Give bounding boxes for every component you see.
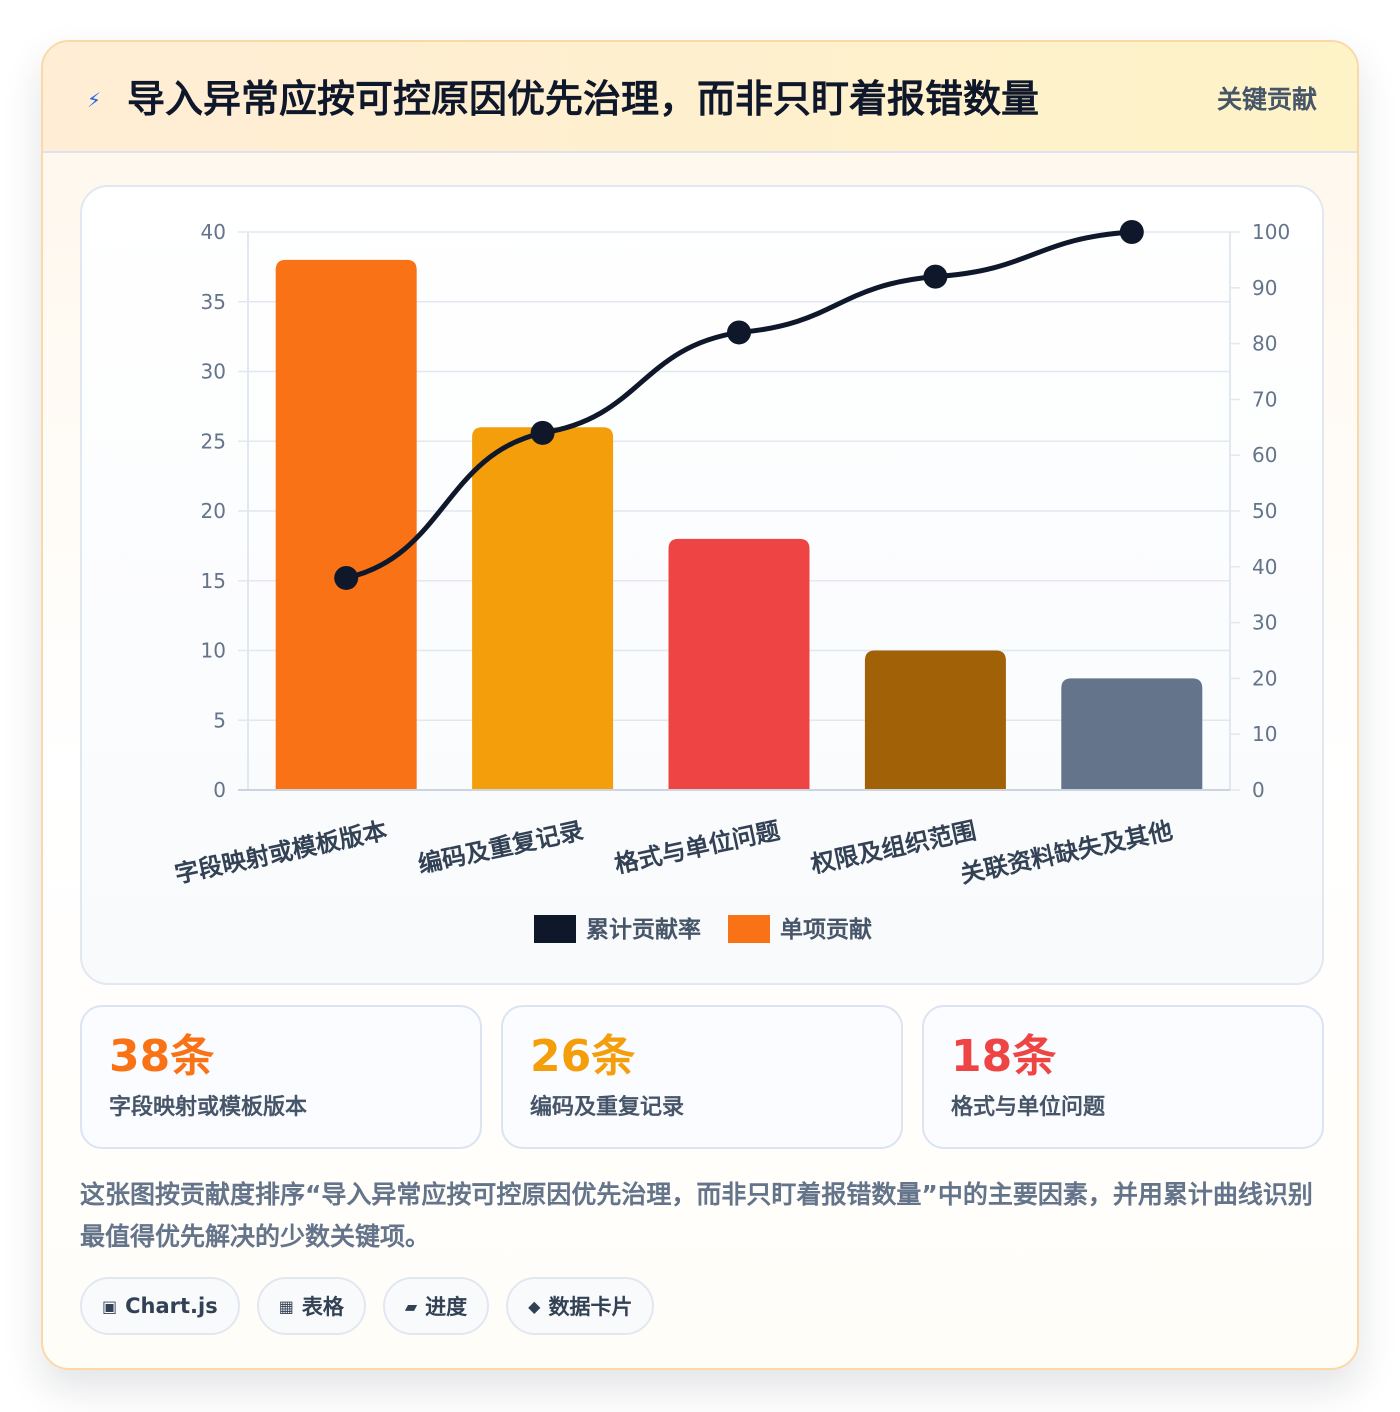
y-left-tick-label: 0 xyxy=(213,778,226,802)
key-contribution-badge: 关键贡献 xyxy=(1216,85,1317,114)
tag-chips: ▣ Chart.js ▦ 表格 ▰ 进度 ◆ 数据卡片 xyxy=(80,1277,655,1335)
chip-progress[interactable]: ▰ 进度 xyxy=(382,1277,490,1335)
y-right-tick-label: 60 xyxy=(1252,443,1277,467)
y-left-tick-label: 15 xyxy=(201,569,226,593)
legend-label: 累计贡献率 xyxy=(586,916,701,943)
page-title: 导入异常应按可控原因优先治理，而非只盯着报错数量 xyxy=(127,77,1040,121)
legend-label: 单项贡献 xyxy=(780,917,872,943)
bar xyxy=(472,427,614,790)
bar xyxy=(864,650,1006,790)
card-header: ⚡ 导入异常应按可控原因优先治理，而非只盯着报错数量 关键贡献 xyxy=(43,42,1357,153)
y-left-tick-label: 10 xyxy=(201,639,226,663)
legend-swatch xyxy=(728,915,770,943)
y-right-tick-label: 70 xyxy=(1252,387,1277,411)
stat-value: 38条 xyxy=(109,1031,215,1082)
stat-value: 26条 xyxy=(530,1031,636,1082)
chip-label: Chart.js xyxy=(125,1294,218,1318)
y-left-tick-label: 40 xyxy=(201,220,226,244)
y-right-tick-label: 100 xyxy=(1252,220,1290,244)
y-right-tick-label: 0 xyxy=(1252,778,1265,802)
pareto-chart: 0 5 10 15 20 25 30 35 40 0 10 20 30 40 50 60 70 80 90 100 字段… xyxy=(172,220,1290,943)
chip-label: 进度 xyxy=(425,1295,468,1319)
table-icon: ▦ xyxy=(278,1296,294,1316)
stat-label: 格式与单位问题 xyxy=(951,1095,1106,1120)
y-right-tick-label: 40 xyxy=(1252,555,1277,579)
bar xyxy=(1061,678,1203,790)
bar xyxy=(668,538,810,790)
x-tick-label: 权限及组织范围 xyxy=(808,816,979,879)
stat-value: 18条 xyxy=(951,1031,1057,1082)
report-card: ⚡ 导入异常应按可控原因优先治理，而非只盯着报错数量 关键贡献 0 5 10 15 20… xyxy=(41,40,1359,1370)
chip-label: 数据卡片 xyxy=(548,1295,633,1319)
chart-panel: 0 5 10 15 20 25 30 35 40 0 10 20 30 40 50 60 70 80 90 100 字段… xyxy=(80,185,1324,985)
x-tick-label: 字段映射或模板版本 xyxy=(172,816,389,888)
y-left-tick-label: 20 xyxy=(201,499,226,523)
y-right-tick-label: 50 xyxy=(1252,499,1277,523)
y-left-tick-label: 25 xyxy=(201,429,226,453)
stat-label: 字段映射或模板版本 xyxy=(109,1095,308,1120)
y-right-tick-label: 30 xyxy=(1252,611,1277,635)
y-right-tick-label: 10 xyxy=(1252,722,1277,746)
diamond-icon: ◆ xyxy=(528,1296,541,1316)
legend-swatch xyxy=(534,915,576,943)
chip-table[interactable]: ▦ 表格 xyxy=(256,1277,366,1335)
x-tick-label: 编码及重复记录 xyxy=(416,816,586,878)
bar xyxy=(275,259,417,790)
cumulative-point xyxy=(923,264,948,289)
y-right-tick-label: 20 xyxy=(1252,666,1277,690)
cumulative-point xyxy=(334,565,359,590)
y-right-tick-label: 80 xyxy=(1252,332,1277,356)
x-tick-label: 关联资料缺失及其他 xyxy=(958,816,1175,888)
chart-description: 这张图按贡献度排序“导入异常应按可控原因优先治理，而非只盯着报错数量”中的主要因… xyxy=(80,1180,1313,1251)
stat-card-2: 26条 编码及重复记录 xyxy=(501,1005,903,1149)
y-right-tick-label: 90 xyxy=(1252,276,1277,300)
chip-chartjs[interactable]: ▣ Chart.js xyxy=(80,1277,240,1335)
stat-label: 编码及重复记录 xyxy=(530,1095,685,1120)
y-left-tick-label: 5 xyxy=(213,708,226,732)
chip-data-card[interactable]: ◆ 数据卡片 xyxy=(506,1277,655,1335)
lightning-icon: ⚡ xyxy=(87,88,102,112)
chart-icon: ▣ xyxy=(102,1296,118,1316)
stat-card-1: 38条 字段映射或模板版本 xyxy=(80,1005,482,1149)
cumulative-point xyxy=(727,320,751,345)
cumulative-point xyxy=(1119,220,1144,244)
cumulative-line xyxy=(345,229,1132,581)
progress-icon: ▰ xyxy=(404,1296,418,1316)
x-tick-label: 格式与单位问题 xyxy=(612,816,782,878)
cumulative-point xyxy=(530,420,555,445)
stat-card-3: 18条 格式与单位问题 xyxy=(922,1005,1324,1149)
chip-label: 表格 xyxy=(301,1295,344,1319)
y-left-tick-label: 30 xyxy=(201,360,226,384)
y-left-tick-label: 35 xyxy=(201,290,226,314)
